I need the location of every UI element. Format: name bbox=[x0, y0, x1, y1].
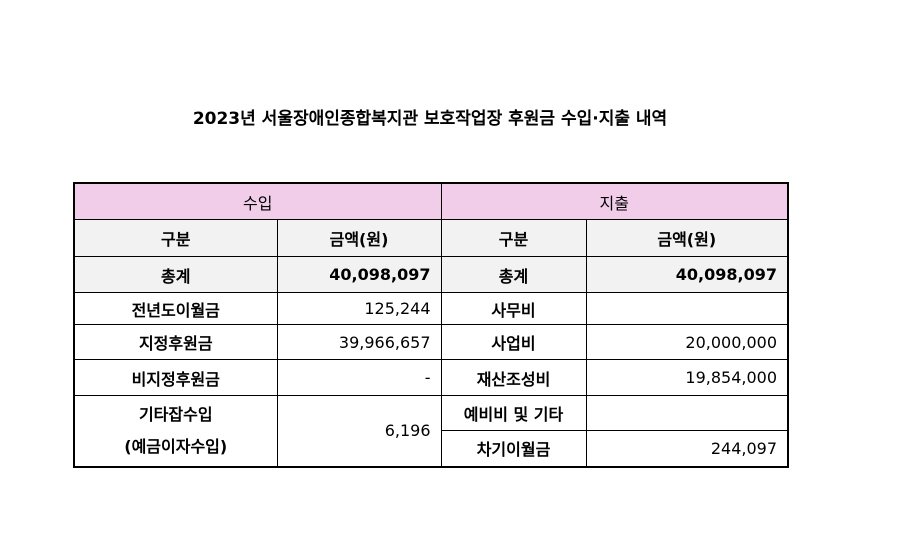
income-label: 전년도이월금 bbox=[73, 292, 278, 325]
section-header: 지출 bbox=[440, 182, 789, 220]
expense-label: 사업비 bbox=[440, 324, 587, 360]
expense-amount bbox=[585, 395, 789, 431]
column-header: 구분 bbox=[440, 219, 587, 257]
total-label: 총계 bbox=[440, 256, 587, 293]
expense-amount: 20,000,000 bbox=[585, 324, 789, 360]
title: 2023년 서울장애인종합복지관 보호작업장 후원금 수입·지출 내역 bbox=[192, 109, 668, 129]
income-amount: 125,244 bbox=[276, 292, 442, 325]
column-header: 금액(원) bbox=[585, 219, 789, 257]
expense-label: 예비비 및 기타 bbox=[440, 395, 587, 431]
expense-label: 차기이월금 bbox=[440, 430, 587, 467]
income-label: 기타잡수입 (예금이자수입) bbox=[73, 395, 278, 467]
income-amount: - bbox=[276, 359, 442, 396]
row: 전년도이월금 125,244 사무비 bbox=[73, 292, 789, 325]
total-amount: 40,098,097 bbox=[585, 256, 789, 293]
expense-label: 사무비 bbox=[440, 292, 587, 325]
row: 지정후원금 39,966,657 사업비 20,000,000 bbox=[73, 324, 789, 360]
total-label: 총계 bbox=[73, 256, 278, 293]
column-header: 금액(원) bbox=[276, 219, 442, 257]
expense-amount bbox=[585, 292, 789, 325]
section-header: 수입 bbox=[73, 182, 442, 220]
header-row: 구분 금액(원) 구분 금액(원) bbox=[73, 219, 789, 257]
column-header: 구분 bbox=[73, 219, 278, 257]
row: 차기이월금 244,097 bbox=[74, 430, 789, 467]
expense-amount: 19,854,000 bbox=[585, 359, 789, 396]
income-amount: 6,196 bbox=[276, 395, 442, 467]
label-line: 기타잡수입 bbox=[138, 404, 213, 424]
total-amount: 40,098,097 bbox=[276, 256, 442, 293]
row: 기타잡수입 (예금이자수입) 6,196 예비비 및 기타 bbox=[73, 395, 789, 467]
row: 비지정후원금 - 재산조성비 19,854,000 bbox=[73, 359, 789, 396]
expense-label: 재산조성비 bbox=[440, 359, 587, 396]
income-amount: 39,966,657 bbox=[276, 324, 442, 360]
income-label: 비지정후원금 bbox=[73, 359, 278, 396]
expense-amount: 244,097 bbox=[585, 430, 789, 467]
section-row: 수입 지출 bbox=[73, 182, 789, 220]
budget-table: 수입 지출 구분 금액(원) 구분 금액(원) 총계 40,098,097 총계… bbox=[73, 182, 789, 468]
label-line: (예금이자수입) bbox=[124, 436, 228, 456]
total-row: 총계 40,098,097 총계 40,098,097 bbox=[73, 256, 789, 293]
income-label: 지정후원금 bbox=[73, 324, 278, 360]
